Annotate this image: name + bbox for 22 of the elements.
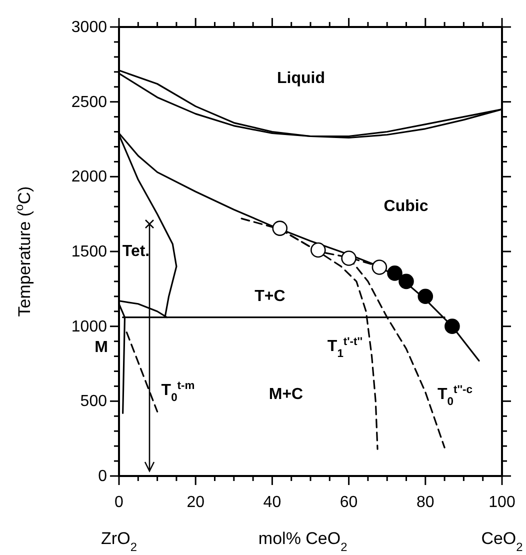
annotation: T+C xyxy=(254,288,286,305)
text: M xyxy=(94,339,108,356)
x-tick-label: 20 xyxy=(186,494,205,511)
y-tick-label: 1000 xyxy=(71,318,108,336)
y-tick-label: 500 xyxy=(80,393,108,410)
x-tick-label: 100 xyxy=(488,494,516,511)
x-tick-label: 60 xyxy=(340,494,358,511)
annotation: Liquid xyxy=(277,70,325,87)
y-tick-label: 0 xyxy=(98,468,108,485)
annotation: Cubic xyxy=(384,198,428,215)
y-tick-label: 2000 xyxy=(71,168,108,186)
x-tick-label: 80 xyxy=(416,494,434,511)
x-axis-title: mol% CeO$_{2}$ xyxy=(258,529,348,554)
y-tick-label: 1500 xyxy=(71,244,108,260)
y-tick-label: 3000 xyxy=(71,19,108,36)
y-tick-label: 2500 xyxy=(71,94,108,111)
x-tick-label: 40 xyxy=(263,494,282,511)
text: CeO$_{2}$ xyxy=(481,529,524,554)
x-tick-label: 0 xyxy=(114,494,124,511)
annotation: Tet. xyxy=(122,243,150,260)
text: ZrO$_{2}$ xyxy=(101,529,138,554)
annotation: M+C xyxy=(268,386,304,403)
